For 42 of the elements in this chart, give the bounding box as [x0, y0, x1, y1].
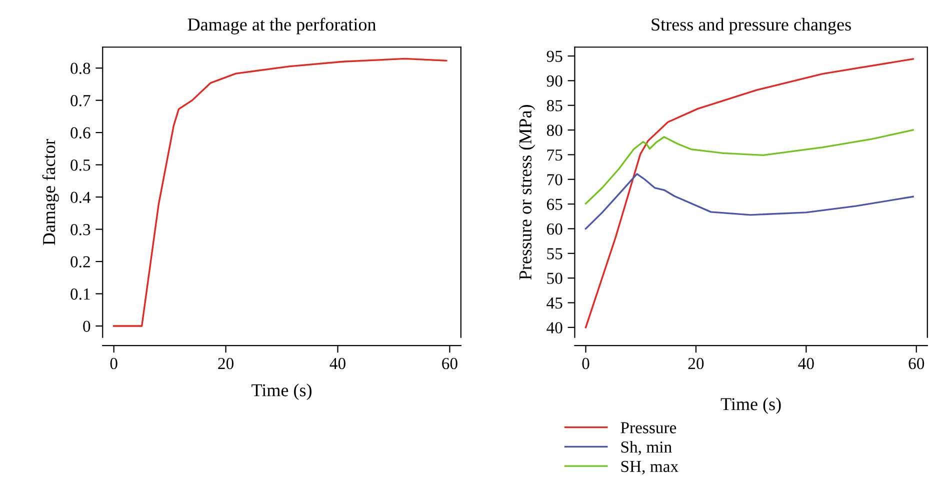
legend-label: Sh, min — [621, 440, 672, 456]
y-tick-label: 0.4 — [70, 192, 91, 204]
y-tick-label: 0.2 — [70, 256, 90, 268]
x-tick-label: 0 — [110, 358, 118, 370]
x-tick-label: 20 — [218, 358, 234, 370]
x-axis-title: Time (s) — [720, 398, 781, 414]
y-tick-label: 40 — [546, 322, 562, 334]
y-tick-label: 0.7 — [70, 95, 90, 106]
line-series — [584, 173, 914, 230]
y-tick-label: 50 — [547, 272, 562, 284]
chart-title: Stress and pressure changes — [652, 18, 851, 34]
y-axis-title: Pressure or stress (MPa) — [518, 104, 536, 280]
y-tick-label: 0.1 — [70, 288, 90, 300]
x-tick-label: 40 — [330, 358, 346, 370]
y-tick-label: 70 — [547, 174, 562, 186]
y-tick-label: 55 — [547, 248, 562, 260]
x-tick-label: 60 — [908, 358, 924, 370]
y-tick-label: 0.8 — [70, 62, 90, 74]
y-tick-label: 95 — [546, 50, 562, 62]
x-tick-label: 0 — [582, 358, 590, 370]
y-tick-label: 75 — [547, 150, 562, 161]
x-tick-label: 20 — [688, 358, 704, 370]
y-tick-label: 65 — [546, 198, 562, 210]
x-tick-label: 60 — [442, 358, 458, 370]
legend-label: SH, max — [621, 460, 678, 474]
line-series — [112, 58, 448, 327]
legend-label: Pressure — [620, 422, 676, 434]
y-tick-label: 90 — [546, 75, 562, 87]
x-axis-title: Time (s) — [252, 384, 312, 400]
y-tick-label: 0 — [83, 320, 90, 332]
y-tick-label: 45 — [546, 298, 562, 309]
chart-title: Damage at the perforation — [188, 18, 376, 34]
line-series — [584, 129, 914, 204]
y-axis-title: Damage factor — [42, 138, 59, 246]
y-tick-label: 0.5 — [70, 159, 90, 171]
line-series — [584, 58, 914, 328]
y-tick-label: 80 — [546, 124, 562, 136]
y-tick-label: 85 — [546, 100, 562, 112]
y-tick-label: 0.6 — [70, 127, 90, 139]
y-tick-label: 0.3 — [70, 224, 90, 236]
y-tick-label: 60 — [546, 223, 562, 235]
x-tick-label: 40 — [798, 358, 814, 370]
